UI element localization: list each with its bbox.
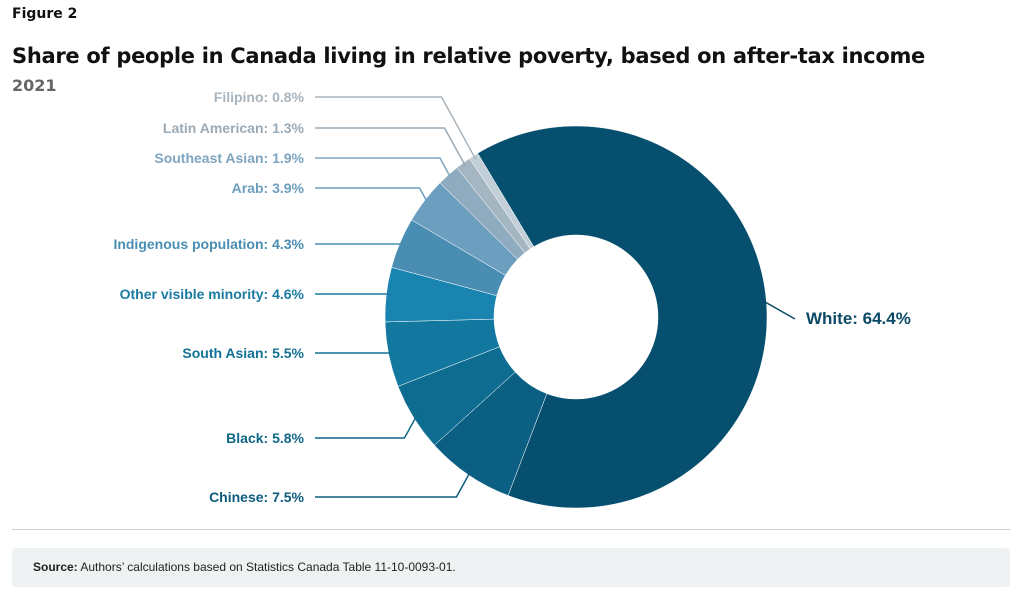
leader-line: [315, 96, 477, 160]
slice-label: Southeast Asian: 1.9%: [154, 150, 304, 166]
slice-filipino: [469, 152, 535, 250]
slice-label: Indigenous population: 4.3%: [113, 236, 304, 252]
leader-line: [315, 187, 429, 204]
slice-label: Black: 5.8%: [226, 430, 304, 446]
leader-line: [315, 414, 418, 439]
figure-label: Figure 2: [12, 6, 78, 22]
slice-label: White: 64.4%: [806, 309, 911, 328]
divider: [12, 529, 1010, 530]
chart-title: Share of people in Canada living in rela…: [12, 44, 925, 68]
source-text: Authors’ calculations based on Statistic…: [77, 560, 456, 574]
slice-label: Latin American: 1.3%: [163, 120, 305, 136]
source-note: Source: Authors’ calculations based on S…: [12, 548, 1010, 587]
leader-line: [315, 352, 393, 355]
leader-line: [315, 157, 452, 179]
slice-label: Other visible minority: 4.6%: [120, 286, 305, 302]
source-label: Source:: [33, 560, 78, 574]
donut-chart: White: 64.4% Chinese: 7.5% Black: 5.8% Sout…: [113, 89, 911, 509]
slice-label: Filipino: 0.8%: [214, 89, 305, 105]
slice-label: Arab: 3.9%: [232, 180, 305, 196]
leader-line: [315, 293, 391, 296]
slice-white: [477, 125, 768, 509]
leader-line: [315, 127, 467, 167]
leader-line: [761, 299, 796, 320]
slice-label: South Asian: 5.5%: [182, 345, 304, 361]
leader-line: [315, 471, 472, 498]
chart-subtitle: 2021: [12, 76, 57, 95]
slice-label: Chinese: 7.5%: [209, 489, 304, 505]
